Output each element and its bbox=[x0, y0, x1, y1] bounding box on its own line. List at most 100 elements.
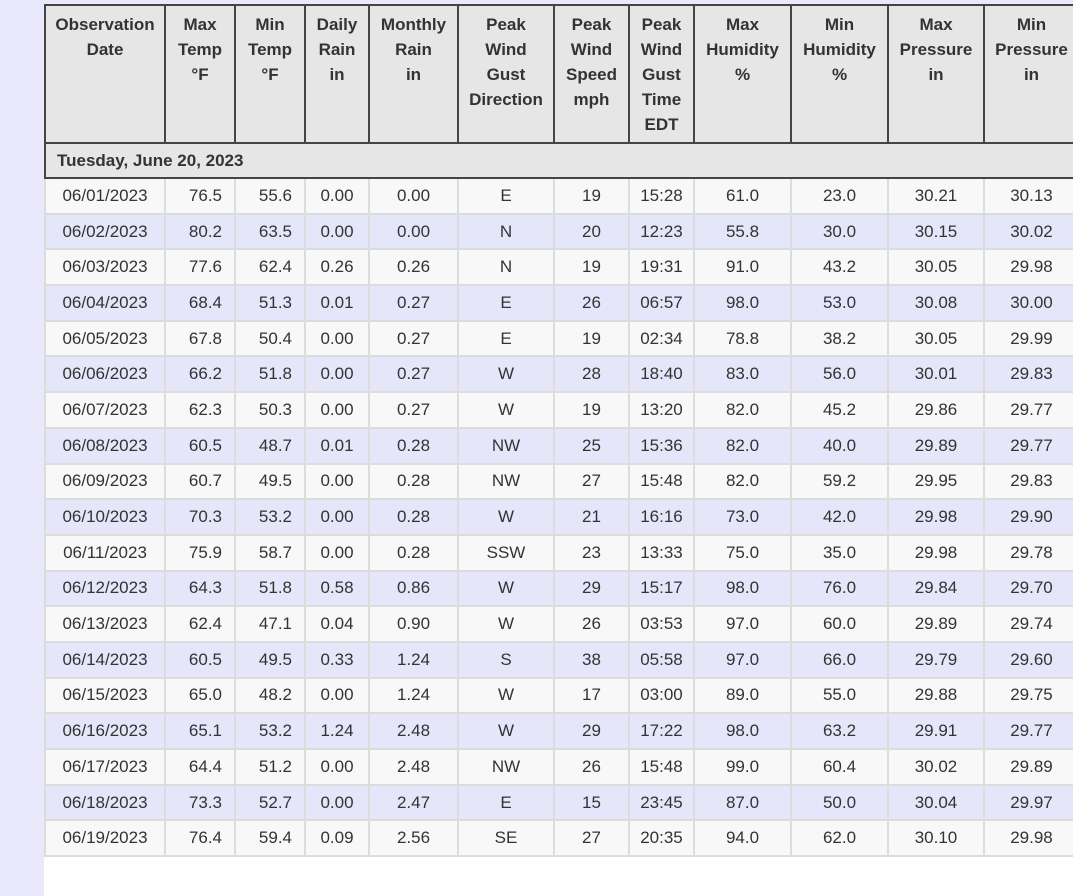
cell: 0.01 bbox=[304, 284, 370, 322]
cell: W bbox=[457, 676, 555, 715]
header-line: Peak bbox=[486, 15, 526, 34]
cell: 30.00 bbox=[983, 284, 1073, 322]
cell: 64.3 bbox=[164, 569, 236, 608]
cell: 61.0 bbox=[693, 177, 792, 215]
header-line: Min bbox=[255, 15, 285, 34]
cell: 52.7 bbox=[234, 783, 306, 822]
cell: 0.58 bbox=[304, 569, 370, 608]
cell: 0.00 bbox=[368, 177, 459, 215]
cell: 06/16/2023 bbox=[44, 712, 166, 750]
cell: 0.00 bbox=[304, 783, 370, 822]
cell: 19:31 bbox=[628, 248, 695, 287]
cell: 2.56 bbox=[368, 819, 459, 858]
column-header: Monthly Rain in bbox=[368, 4, 459, 144]
cell: S bbox=[457, 640, 555, 679]
cell: 0.26 bbox=[368, 248, 459, 287]
cell: N bbox=[457, 248, 555, 287]
cell: 29.89 bbox=[983, 748, 1073, 786]
column-header: Peak Wind Speed mph bbox=[553, 4, 630, 144]
header-line: Peak bbox=[571, 15, 612, 34]
cell: 78.8 bbox=[693, 319, 792, 358]
cell: 75.9 bbox=[164, 533, 236, 572]
cell: 49.5 bbox=[234, 462, 306, 501]
cell: 1.24 bbox=[368, 676, 459, 715]
cell: 06/08/2023 bbox=[44, 426, 166, 465]
cell: 83.0 bbox=[693, 355, 792, 394]
cell: 0.00 bbox=[304, 177, 370, 215]
cell: 50.4 bbox=[234, 319, 306, 358]
column-header: Peak Wind Gust Direction bbox=[457, 4, 555, 144]
cell: 53.2 bbox=[234, 498, 306, 536]
cell: 19 bbox=[553, 319, 630, 358]
cell: W bbox=[457, 569, 555, 608]
cell: 29.95 bbox=[887, 462, 985, 501]
cell: 29.83 bbox=[983, 355, 1073, 394]
cell: 29.60 bbox=[983, 640, 1073, 679]
cell: E bbox=[457, 177, 555, 215]
data-row: 06/18/2023 73.3 52.7 0.00 2.47 E 15 23:45 87.0 50… bbox=[44, 783, 1073, 822]
cell: 65.1 bbox=[164, 712, 236, 750]
cell: 29.88 bbox=[887, 676, 985, 715]
header-line: Observation bbox=[55, 15, 155, 34]
cell: 25 bbox=[553, 426, 630, 465]
header-line: EDT bbox=[644, 115, 679, 134]
cell: 06/10/2023 bbox=[44, 498, 166, 536]
data-row: 06/09/2023 60.7 49.5 0.00 0.28 NW 27 15:48 82.0 5… bbox=[44, 462, 1073, 501]
cell: 06/11/2023 bbox=[44, 533, 166, 572]
cell: 30.02 bbox=[983, 212, 1073, 251]
cell: 29.89 bbox=[887, 426, 985, 465]
cell: 1.24 bbox=[304, 712, 370, 750]
data-row: 06/01/2023 76.5 55.6 0.00 0.00 E 19 15:28 61.0 23… bbox=[44, 177, 1073, 215]
data-row: 06/12/2023 64.3 51.8 0.58 0.86 W 29 15:17 98.0 76… bbox=[44, 569, 1073, 608]
cell: 2.47 bbox=[368, 783, 459, 822]
cell: 0.00 bbox=[304, 533, 370, 572]
cell: 0.33 bbox=[304, 640, 370, 679]
header-line: Pressure bbox=[995, 40, 1068, 59]
cell: NW bbox=[457, 426, 555, 465]
cell: 87.0 bbox=[693, 783, 792, 822]
cell: 82.0 bbox=[693, 426, 792, 465]
cell: 60.5 bbox=[164, 426, 236, 465]
data-row: 06/10/2023 70.3 53.2 0.00 0.28 W 21 16:16 73.0 42… bbox=[44, 498, 1073, 536]
cell: 29.74 bbox=[983, 605, 1073, 643]
cell: 62.0 bbox=[790, 819, 889, 858]
cell: 73.3 bbox=[164, 783, 236, 822]
header-line: Max bbox=[183, 15, 217, 34]
column-header: Peak Wind Gust Time EDT bbox=[628, 4, 695, 144]
cell: 29 bbox=[553, 712, 630, 750]
cell: 45.2 bbox=[790, 391, 889, 429]
cell: 30.21 bbox=[887, 177, 985, 215]
cell: 23.0 bbox=[790, 177, 889, 215]
cell: 15:48 bbox=[628, 748, 695, 786]
cell: 59.4 bbox=[234, 819, 306, 858]
cell: 60.4 bbox=[790, 748, 889, 786]
cell: 48.2 bbox=[234, 676, 306, 715]
cell: 27 bbox=[553, 462, 630, 501]
cell: 26 bbox=[553, 605, 630, 643]
cell: 0.00 bbox=[304, 391, 370, 429]
cell: 97.0 bbox=[693, 640, 792, 679]
header-line: Rain bbox=[395, 40, 432, 59]
cell: 99.0 bbox=[693, 748, 792, 786]
header-row: Observation Date Max Temp °F Min Temp °F Daily Ra… bbox=[44, 4, 1073, 144]
header-line: in bbox=[329, 65, 345, 84]
cell: 58.7 bbox=[234, 533, 306, 572]
cell: 30.05 bbox=[887, 248, 985, 287]
cell: 15:36 bbox=[628, 426, 695, 465]
cell: 06/09/2023 bbox=[44, 462, 166, 501]
cell: 0.00 bbox=[304, 319, 370, 358]
column-header: Min Pressure in bbox=[983, 4, 1073, 144]
cell: 2.48 bbox=[368, 712, 459, 750]
cell: 62.4 bbox=[164, 605, 236, 643]
cell: 06/04/2023 bbox=[44, 284, 166, 322]
cell: 30.02 bbox=[887, 748, 985, 786]
column-header: Daily Rain in bbox=[304, 4, 370, 144]
cell: 06/12/2023 bbox=[44, 569, 166, 608]
cell: 20 bbox=[553, 212, 630, 251]
cell: 91.0 bbox=[693, 248, 792, 287]
cell: 50.0 bbox=[790, 783, 889, 822]
cell: 82.0 bbox=[693, 391, 792, 429]
cell: 06/01/2023 bbox=[44, 177, 166, 215]
cell: 29.78 bbox=[983, 533, 1073, 572]
